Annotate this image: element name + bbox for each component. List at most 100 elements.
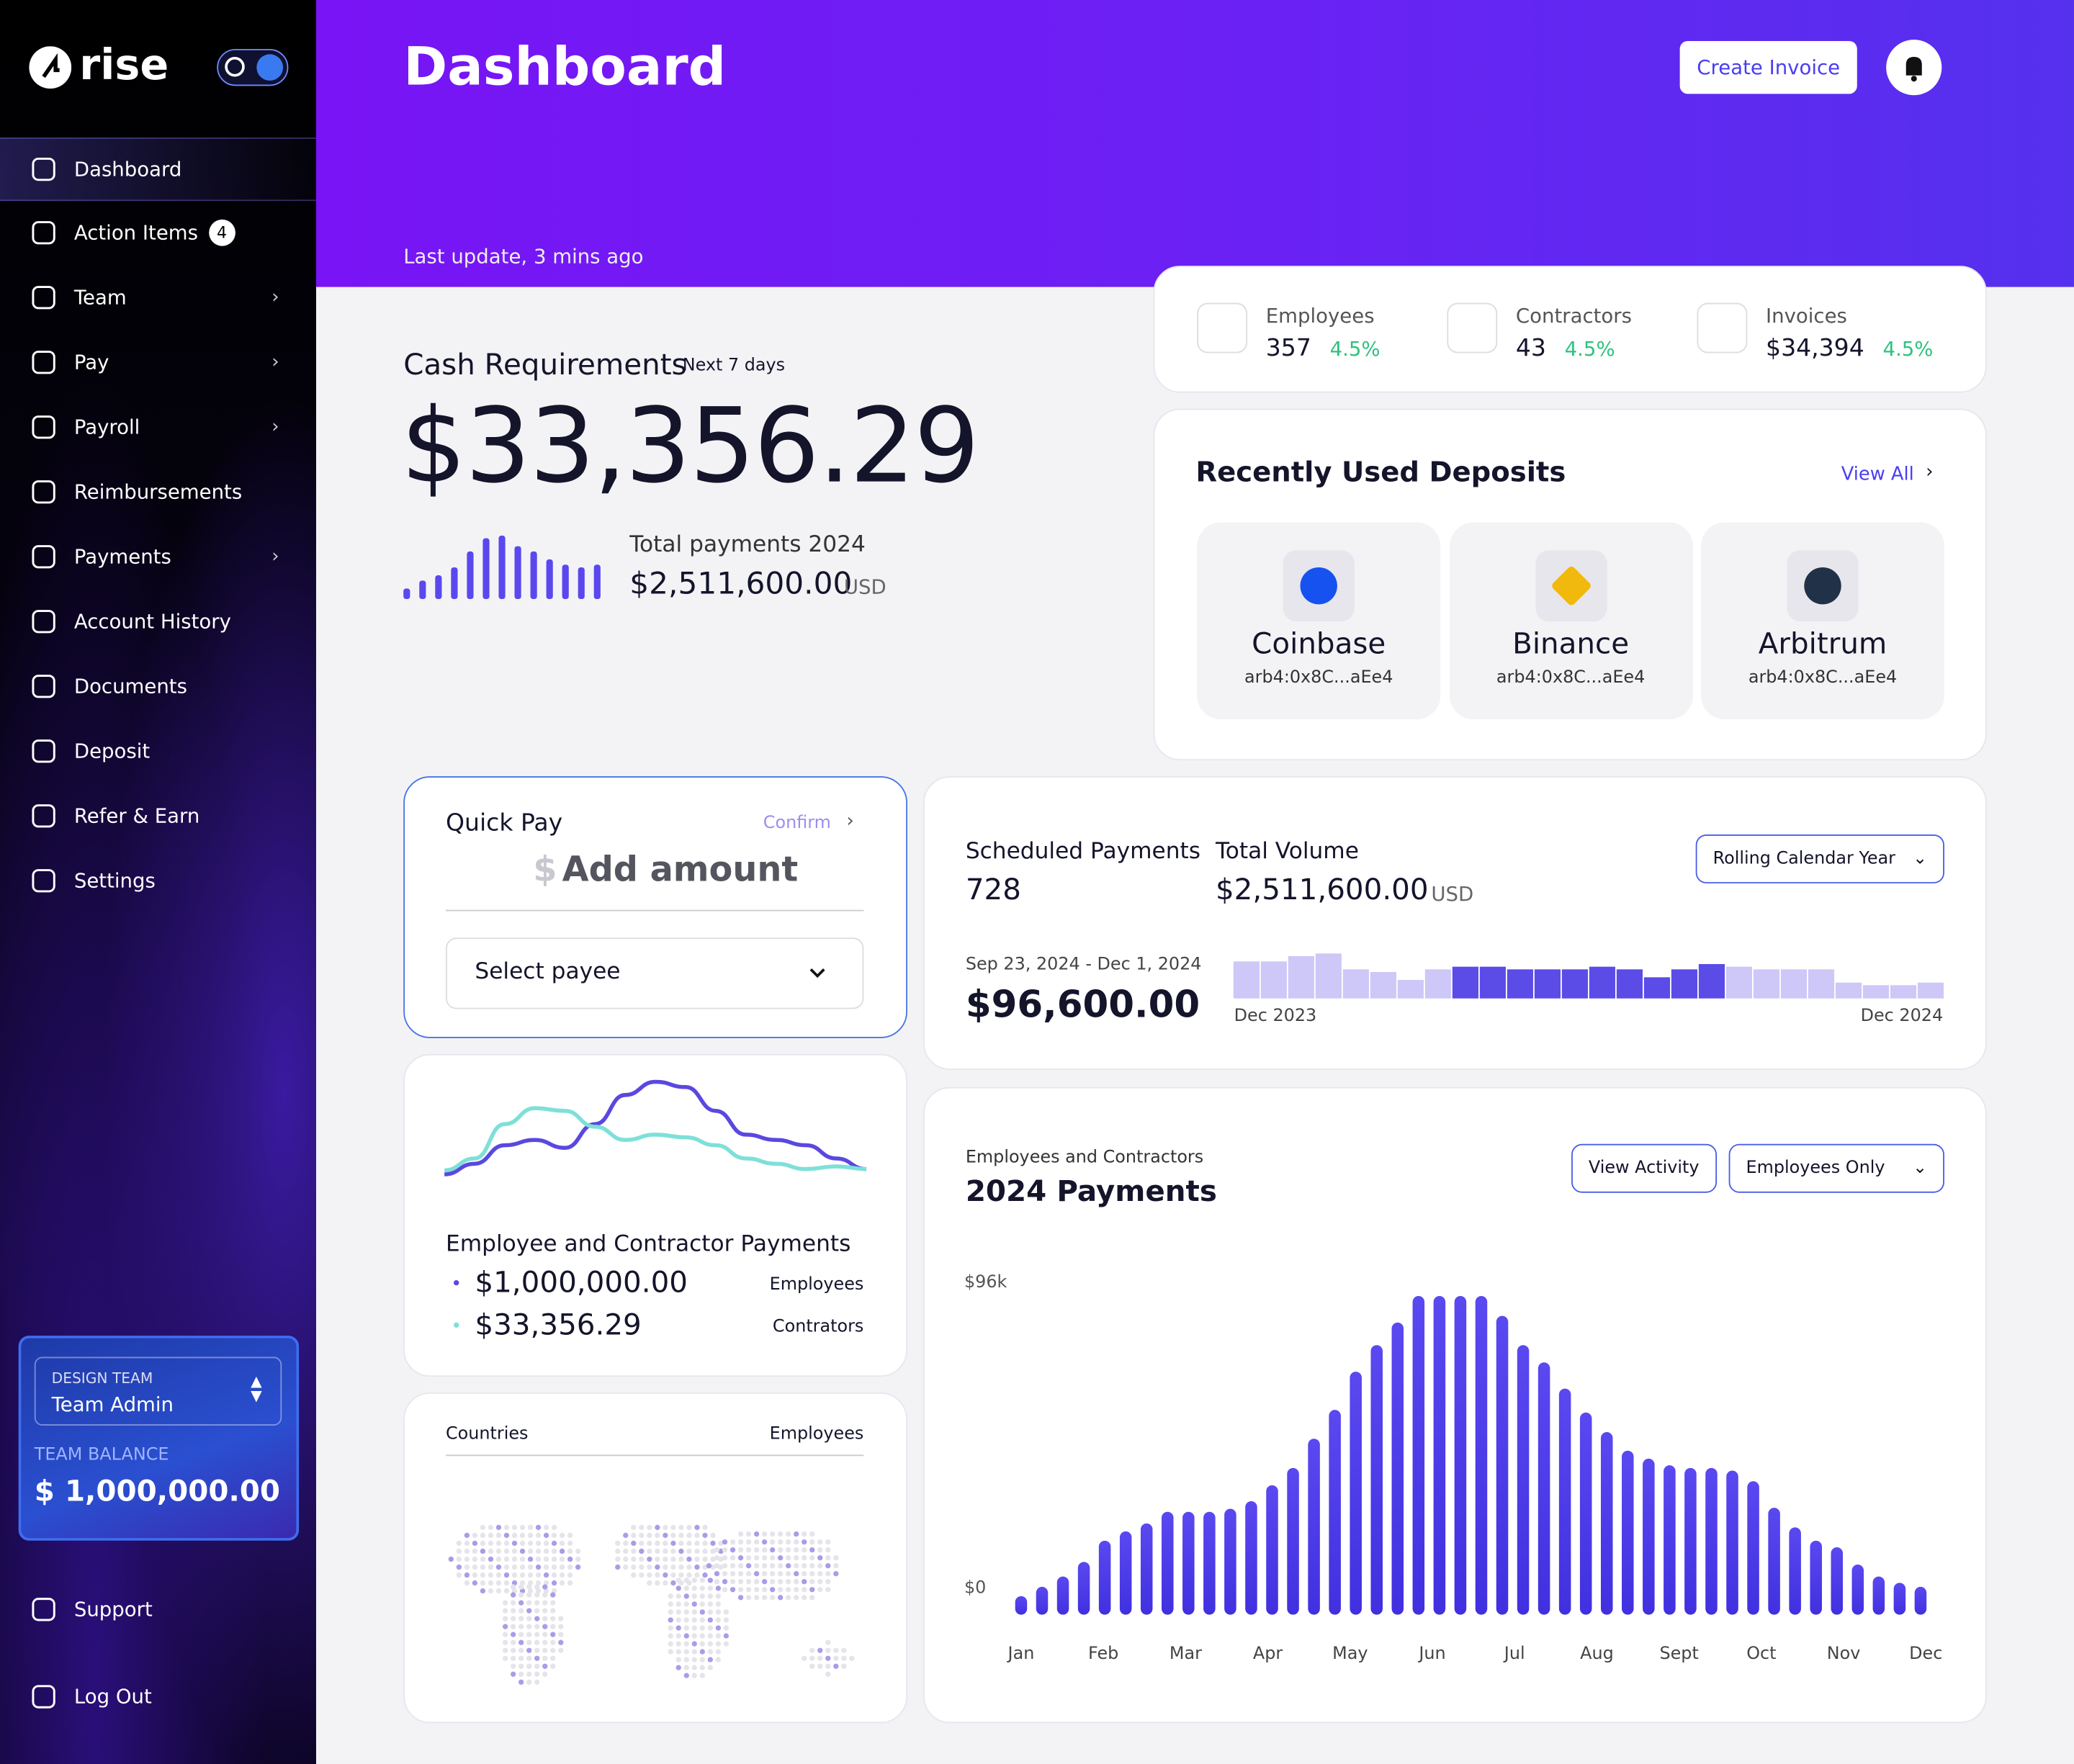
map-dot [686,1556,692,1562]
deposit-item[interactable]: Binance arb4:0x8C...aEe4 [1449,522,1693,720]
team-select[interactable]: DESIGN TEAM Team Admin ▲ ▼ [34,1356,282,1426]
map-dot [802,1531,807,1537]
nav-label: Payroll [73,415,140,439]
countries-card: Countries Employees [403,1392,907,1724]
map-dot [511,1572,518,1578]
map-dot [534,1671,540,1677]
view-activity-button[interactable]: View Activity [1571,1143,1718,1193]
map-dot [753,1563,760,1569]
map-dot [534,1616,540,1621]
map-dot [683,1657,689,1662]
map-dot [647,1564,652,1570]
map-dot [675,1601,681,1607]
map-dot [694,1548,700,1554]
nav-item[interactable]: Action Items 4 [0,202,316,263]
map-dot [786,1571,791,1577]
nav-item[interactable]: Pay › [0,332,316,392]
amount-input[interactable]: Add amount [562,850,799,891]
map-dot [718,1556,724,1562]
map-dot [678,1548,684,1554]
nav-item[interactable]: Payroll › [0,397,316,457]
map-dot [715,1625,722,1631]
map-dot [535,1532,542,1539]
map-dot [534,1647,540,1653]
map-dot [480,1588,486,1594]
map-dot [502,1655,508,1661]
view-all-link[interactable]: View All [1841,464,1914,486]
icon-shape [32,610,55,634]
map-dot [503,1540,510,1547]
nav-item[interactable]: Team › [0,267,316,328]
sparkline-bar [403,588,410,600]
footer-item[interactable]: Log Out [0,1666,316,1727]
map-dot [519,1556,526,1562]
nav-item[interactable]: Account History [0,591,316,652]
map-dot [683,1609,689,1615]
map-dot [527,1524,534,1531]
sidebar: rise Dashboard Action Items 4 Team › Pay › Payr… [0,0,316,1764]
nav-item[interactable]: Payments › [0,526,316,587]
map-dot [745,1554,752,1561]
map-dot [841,1663,847,1669]
map-dot [786,1554,791,1561]
map-dot [699,1609,705,1615]
nav-item[interactable]: Reimbursements [0,462,316,522]
nav-item[interactable]: Deposit [0,721,316,781]
map-dot [480,1564,486,1570]
map-dot [833,1571,839,1577]
map-dot [686,1564,692,1570]
payee-select[interactable]: Select payee [445,937,864,1009]
map-dot [737,1587,744,1593]
nav-icon [32,157,55,181]
deposit-logo [1550,564,1592,607]
map-dot [786,1579,791,1585]
map-dot [753,1571,760,1577]
quick-pay-title: Quick Pay [445,809,563,837]
map-dot [526,1679,532,1685]
map-dot [670,1580,676,1586]
nav-item[interactable]: Settings [0,850,316,911]
map-dot [488,1524,494,1531]
nav-icon [32,221,55,245]
map-dot [683,1649,689,1655]
deposit-item[interactable]: Arbitrum arb4:0x8C...aEe4 [1701,522,1944,720]
map-dot [495,1564,502,1570]
map-dot [542,1655,548,1661]
map-dot [615,1540,621,1547]
map-dot [745,1587,752,1593]
map-dot [663,1524,668,1531]
filter-dropdown[interactable]: Employees Only ⌄ [1728,1143,1944,1193]
map-dot [817,1563,823,1569]
nav-item[interactable]: Documents [0,656,316,716]
theme-toggle[interactable] [217,48,289,86]
deposit-icon [1535,550,1607,622]
map-dot [502,1632,508,1637]
icon-shape [32,286,55,310]
notifications-button[interactable] [1886,40,1942,96]
deposit-item[interactable]: Coinbase arb4:0x8C...aEe4 [1197,522,1441,720]
map-dot [511,1540,518,1547]
map-dot [502,1600,508,1606]
create-invoice-button[interactable]: Create Invoice [1679,40,1857,94]
map-dot [631,1564,637,1570]
nav-item[interactable]: Dashboard [0,138,316,202]
map-dot [761,1571,768,1577]
footer-item[interactable]: Support [0,1579,316,1639]
map-dot [495,1588,502,1594]
map-dot [668,1633,673,1639]
map-dot [510,1592,516,1598]
map-dot [722,1547,728,1553]
map-dot [707,1665,713,1670]
dropdown-label: Rolling Calendar Year [1712,849,1896,869]
period-dropdown[interactable]: Rolling Calendar Year ⌄ [1695,834,1944,883]
map-dot [678,1572,684,1578]
sparkline-bar [514,546,521,600]
nav-icon [32,286,55,310]
page-title: Dashboard [403,37,727,98]
map-dot [488,1564,494,1570]
confirm-link[interactable]: Confirm [763,813,831,834]
nav-item[interactable]: Refer & Earn [0,786,316,846]
map-dot [686,1540,692,1547]
map-dot [495,1548,502,1554]
map-dot [691,1633,697,1639]
